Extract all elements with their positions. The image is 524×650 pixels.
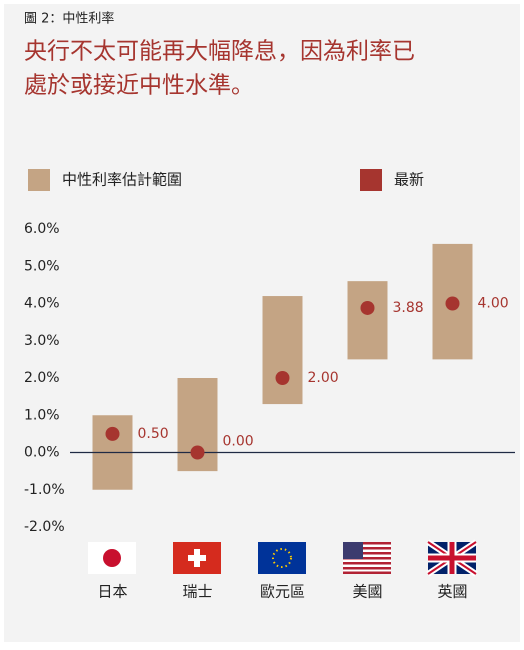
flags [88, 539, 478, 577]
y-tick-label: -2.0% [24, 519, 65, 535]
chart-subtitle: 圖 2：中性利率 [24, 11, 114, 27]
latest-dot [105, 426, 120, 441]
value-label: 0.50 [138, 426, 169, 442]
value-label: 4.00 [478, 296, 509, 312]
y-tick-label: -1.0% [24, 482, 65, 498]
latest-dot [190, 445, 205, 460]
legend-swatch [360, 169, 382, 191]
latest-dot [445, 296, 460, 311]
value-label: 2.00 [308, 370, 339, 386]
y-tick-label: 6.0% [24, 221, 60, 237]
latest-dot [275, 371, 290, 385]
x-tick-label: 瑞士 [182, 583, 212, 601]
chart-title: 處於或接近中性水準。 [24, 73, 254, 99]
latest-dot [360, 300, 375, 315]
x-tick-label: 日本 [97, 583, 127, 601]
y-tick-label: 4.0% [24, 296, 60, 312]
y-tick-label: 2.0% [24, 370, 60, 386]
flag-japan [88, 542, 136, 574]
value-label: 3.88 [393, 300, 424, 316]
y-tick-label: 3.0% [24, 333, 60, 349]
range-bar [347, 281, 388, 360]
y-tick-label: 1.0% [24, 407, 60, 423]
flag-eu [258, 542, 306, 574]
flag-uk [426, 539, 478, 577]
value-label: 0.00 [223, 434, 254, 450]
flag-switzerland [173, 542, 221, 574]
x-tick-label: 英國 [437, 583, 467, 601]
flag-us [343, 542, 391, 574]
y-tick-label: 0.0% [24, 445, 60, 461]
x-tick-label: 美國 [352, 583, 382, 601]
chart-title: 央行不太可能再大幅降息，因為利率已 [24, 39, 415, 65]
x-tick-label: 歐元區 [260, 583, 305, 601]
y-tick-label: 5.0% [24, 258, 60, 274]
legend-swatch [28, 169, 50, 191]
range-bar [262, 296, 303, 405]
legend-label: 最新 [394, 171, 424, 189]
legend-label: 中性利率估計範圍 [62, 171, 182, 189]
